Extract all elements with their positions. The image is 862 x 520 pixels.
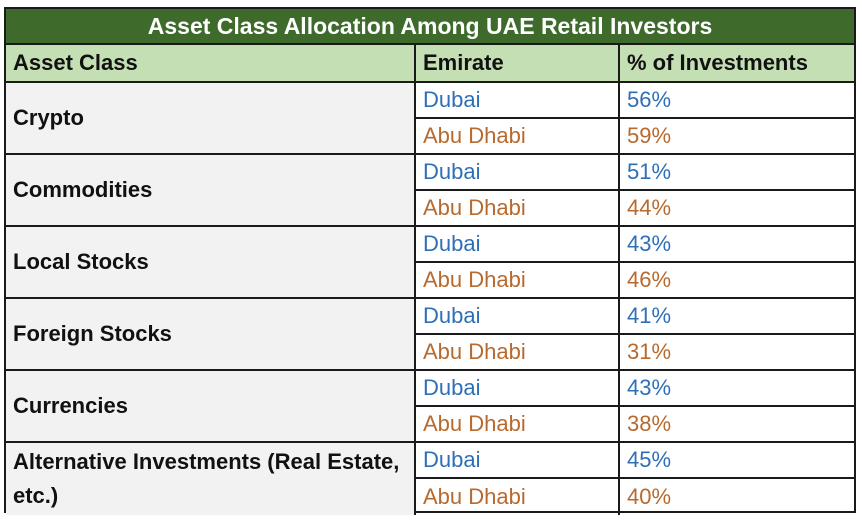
header-percent: % of Investments (620, 45, 854, 83)
table-title: Asset Class Allocation Among UAE Retail … (6, 9, 854, 45)
allocation-table: Asset Class Allocation Among UAE Retail … (4, 7, 856, 515)
percent-cell: 31% (620, 335, 854, 371)
emirate-cell: Dubai (416, 227, 620, 263)
percent-cell: 38% (620, 407, 854, 443)
percent-cell: 43% (620, 227, 854, 263)
asset-class-cell: Commodities (6, 155, 416, 227)
asset-class-cell: Currencies (6, 371, 416, 443)
emirate-cell: Dubai (416, 83, 620, 119)
emirate-cell: Dubai (416, 299, 620, 335)
header-row: Asset Class Emirate % of Investments (6, 45, 854, 83)
emirate-cell: Abu Dhabi (416, 407, 620, 443)
percent-cell: 40% (627, 484, 672, 509)
emirate-cell: Abu Dhabi (416, 335, 620, 371)
header-asset-class: Asset Class (6, 45, 416, 83)
emirate-cell: Dubai (416, 155, 620, 191)
emirate-cell: Abu Dhabi (416, 479, 620, 515)
asset-class-cell: Crypto (6, 83, 416, 155)
percent-cell: 59% (620, 119, 854, 155)
asset-class-cell: Foreign Stocks (6, 299, 416, 371)
emirate-cell: Dubai (416, 443, 620, 479)
emirate-cell: Abu Dhabi (416, 263, 620, 299)
emirate-cell: Abu Dhabi (416, 119, 620, 155)
percent-cell: 41% (620, 299, 854, 335)
percent-cell: 51% (620, 155, 854, 191)
percent-cell: 43% (620, 371, 854, 407)
percent-cell: 56% (620, 83, 854, 119)
asset-class-cell: Local Stocks (6, 227, 416, 299)
asset-class-cell: Alternative Investments (Real Estate, et… (6, 443, 416, 515)
emirate-cell: Abu Dhabi (416, 191, 620, 227)
percent-cell: 46% (620, 263, 854, 299)
percent-cell: 45% (620, 443, 854, 479)
header-emirate: Emirate (416, 45, 620, 83)
emirate-cell: Dubai (416, 371, 620, 407)
percent-cell: 44% (620, 191, 854, 227)
